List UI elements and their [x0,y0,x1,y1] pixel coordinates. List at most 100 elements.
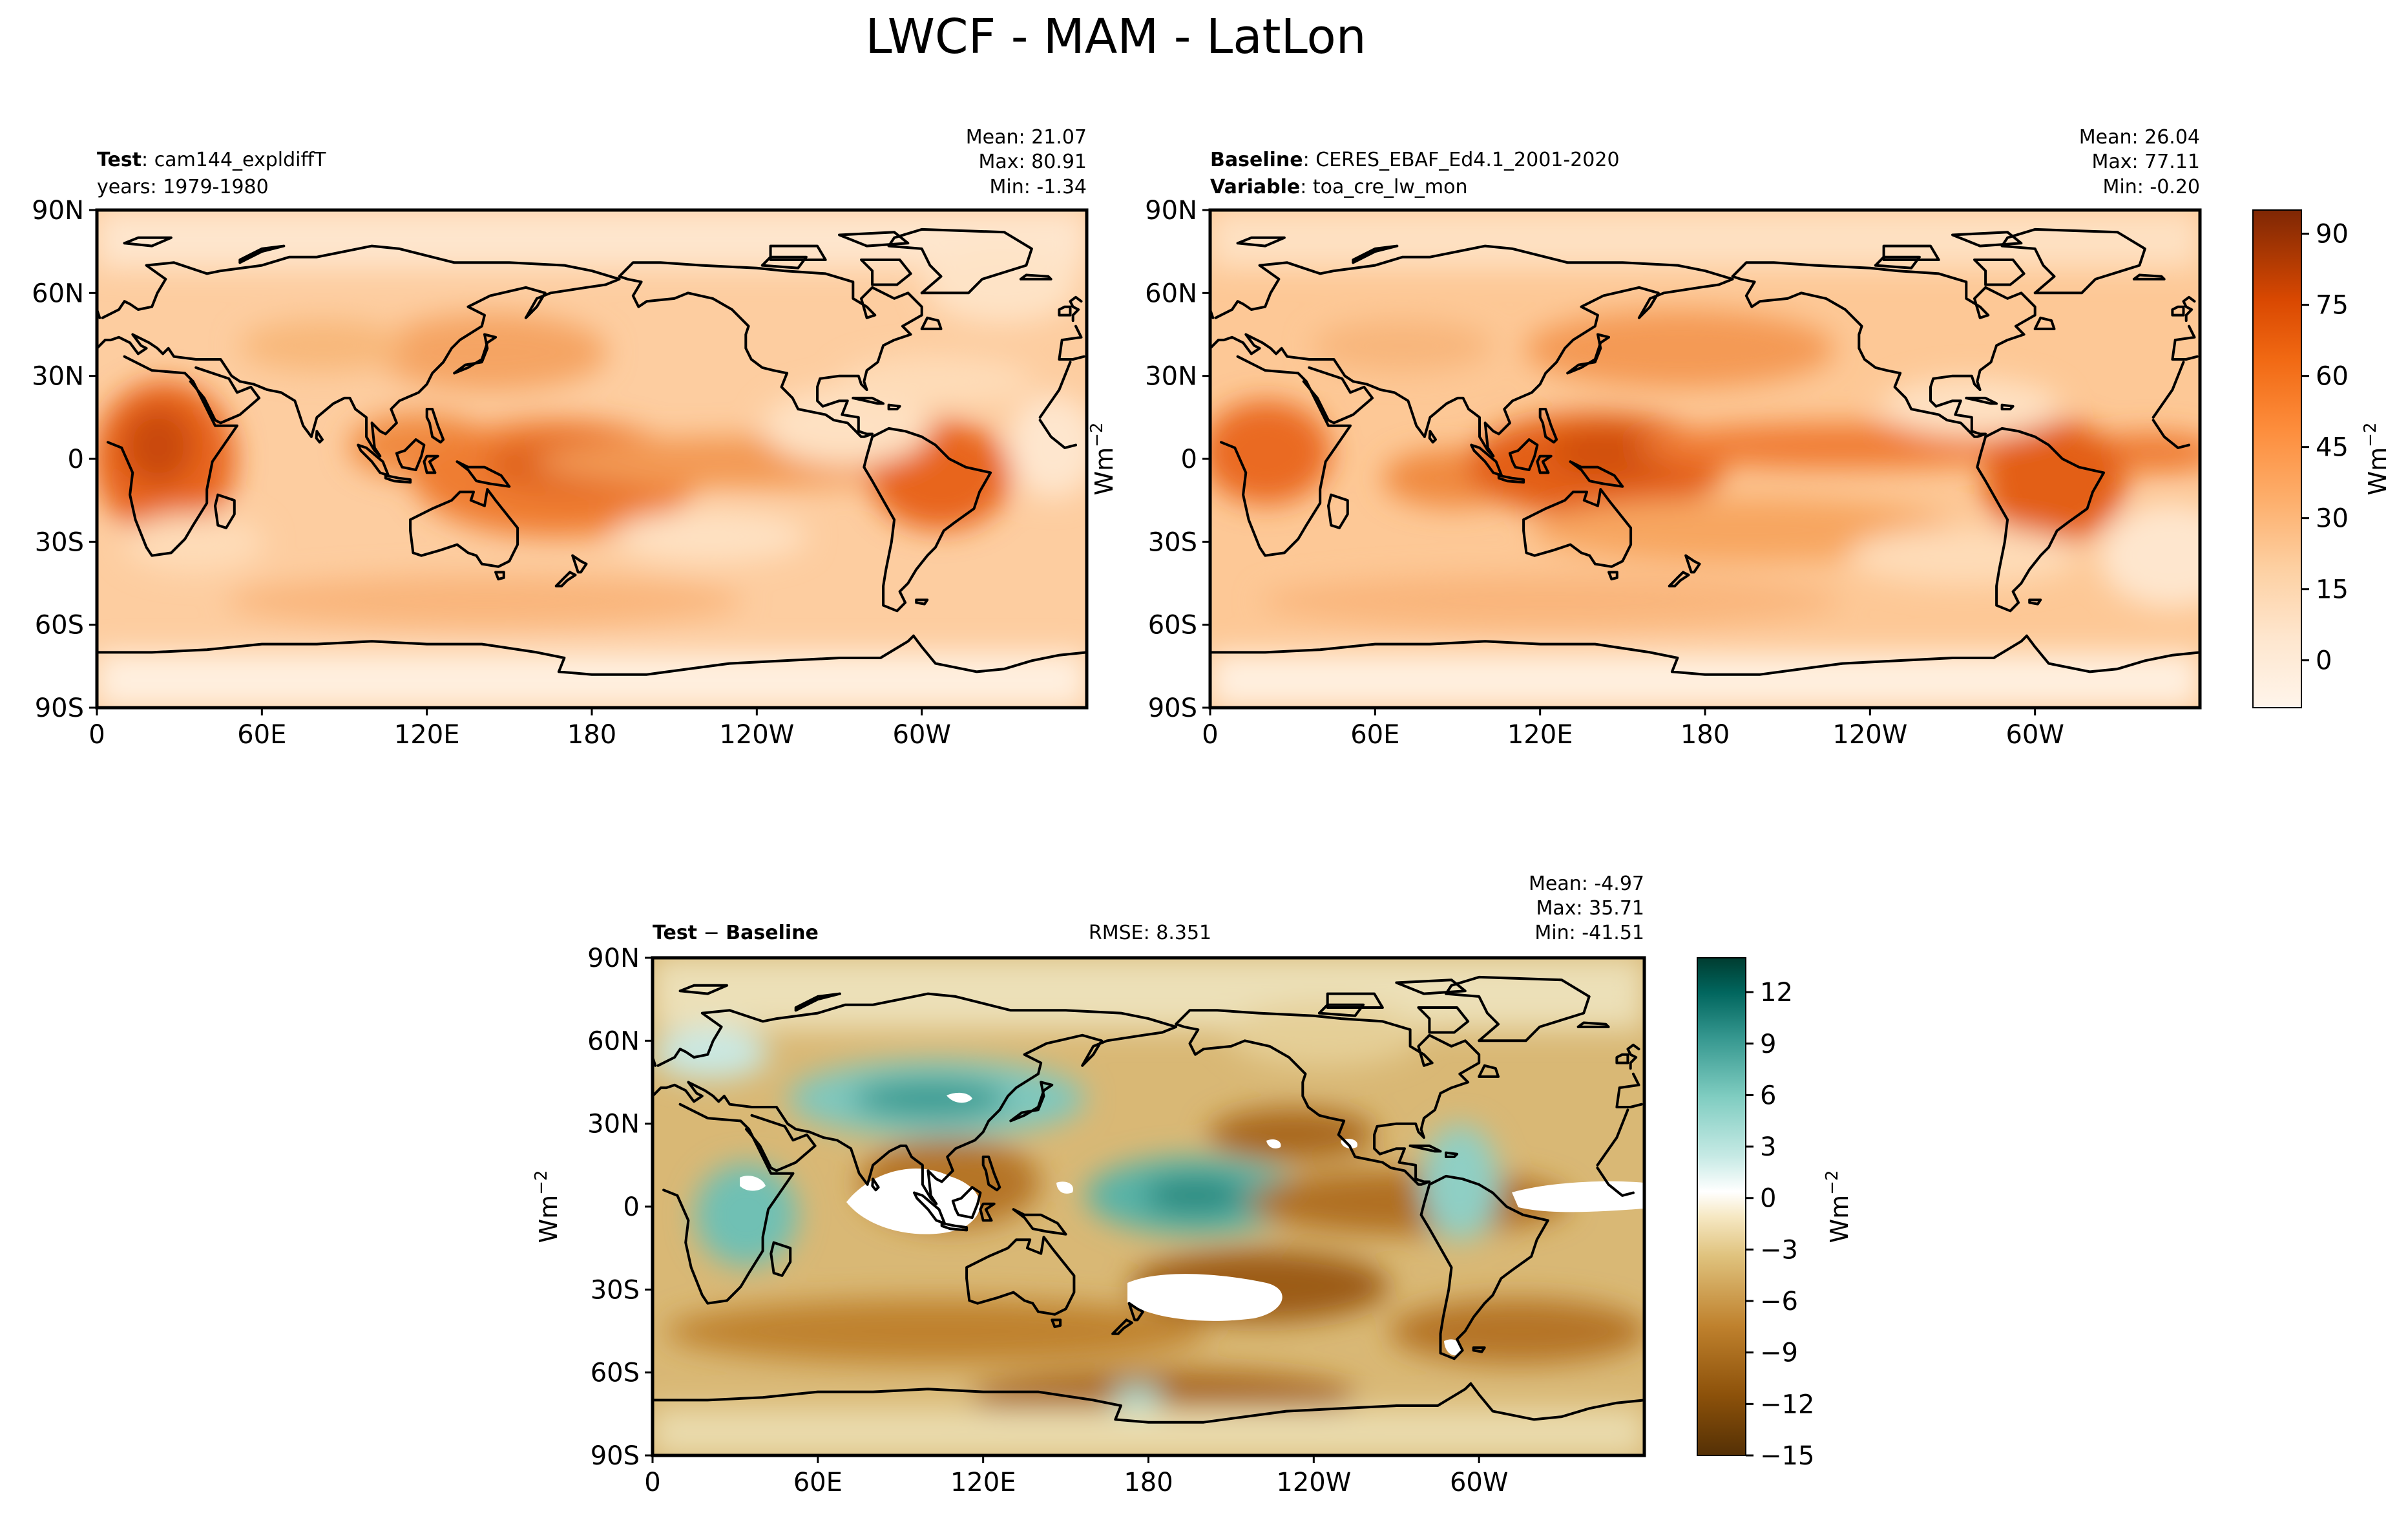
diff-coast-africa [662,1103,1635,1305]
baseline-panel: Baseline: CERES_EBAF_Ed4.1_2001-2020 Var… [1087,126,2202,750]
test-coast-sumatra [357,443,390,477]
test-coast-antarctica [97,634,1087,676]
baseline-lat-tick-label: 30S [1148,527,1197,557]
test-lon-tick-label: 180 [567,720,616,750]
diff-coastlines [653,975,1644,1424]
test-coast-java [384,474,412,484]
test-lat-tick-label: 60S [35,611,84,640]
diff-label-a: Test [653,922,697,944]
test-label-value: cam144_expldiffT [154,149,326,171]
diff-coast-north-america [1175,1009,1481,1186]
baseline-coast-sri-lanka [1428,430,1437,444]
diff-coast-australia [965,1236,1076,1316]
diff-coast-novaya-zemlya [794,992,841,1012]
diff-colorbar-label: Wm−2 [1823,1170,1854,1243]
baseline-coast-ireland [2171,305,2185,317]
baseline-coast-sumatra [1470,443,1503,477]
baseline-coast-australia [1522,488,1633,568]
baseline-coast-iceland [2132,273,2166,280]
baseline-lon-tick-label: 60E [1350,720,1399,750]
test-coast-north-america [618,261,923,438]
baseline-variable: Variable: toa_cre_lw_mon [1210,176,1468,198]
baseline-coast-north-america [1731,261,2036,438]
diff-coast-madagascar [770,1241,792,1277]
baseline-max: Max: 77.11 [2091,151,2200,173]
test-coast-hispaniola [887,403,901,410]
diff-colorbar-tick-label: 12 [1760,978,1793,1008]
test-coast-new-guinea [455,460,511,488]
diff-lat-tick-label: 90N [587,944,640,973]
test-lon-tick-label: 60W [892,720,950,750]
baseline-lon-tick-label: 120W [1832,720,1907,750]
baseline-coast-sulawesi [1536,454,1553,474]
diff-lon-tick-label: 120E [950,1468,1016,1497]
diff-coast-falklands [1472,1346,1486,1353]
test-coast-borneo [395,438,426,472]
test-panel: Test: cam144_expldiffT years: 1979-1980 … [32,126,1089,750]
top-colorbar-tick-label: 60 [2316,362,2349,392]
diff-coast-arabia [745,1114,817,1172]
test-lon-tick-label: 0 [89,720,105,750]
baseline-variable-sep: : [1300,176,1313,198]
diff-lon-tick-label: 60W [1450,1468,1508,1497]
test-coast-greenland [887,227,1033,295]
baseline-coast-baffin [1973,259,2026,286]
baseline-ylabel: Wm−2 [1087,423,1118,496]
top-colorbar-label-exp: −2 [2361,423,2380,447]
test-coast-nz-south [554,571,577,587]
test-coast-europe-asia [97,244,1085,458]
test-coast-australia [409,488,519,568]
baseline-coast-java [1497,474,1525,484]
test-lat-tick-label: 60N [32,279,84,308]
diff-coast-europe-asia [653,992,1643,1205]
baseline-ylabel-text: Wm [1090,447,1118,496]
diff-coast-sumatra [913,1191,946,1225]
diff-colorbar-label-text: Wm [1825,1195,1854,1243]
top-colorbar-label-text: Wm [2363,447,2392,496]
baseline-coast-philippines [1538,408,1558,444]
baseline-mean: Mean: 26.04 [2079,126,2200,149]
diff-ylabel: Wm−2 [532,1170,563,1243]
test-max: Max: 80.91 [978,151,1087,173]
test-lon-tick-label: 120E [394,720,460,750]
diff-lon-tick-label: 0 [644,1468,660,1497]
baseline-variable-value: toa_cre_lw_mon [1313,176,1468,198]
test-lat-tick-label: 90S [35,693,84,723]
test-coast-sulawesi [423,454,439,474]
diff-coast-tasmania [1051,1318,1062,1329]
diff-coast-antarctica [653,1382,1644,1424]
top-colorbar-ticks: 90 75 60 45 30 15 0 [2301,220,2349,676]
test-coast-arctic-isles [769,244,827,261]
test-lon-tick-label: 60E [237,720,286,750]
test-years: years: 1979-1980 [97,176,269,198]
baseline-coast-borneo [1508,438,1539,472]
test-coast-madagascar [214,493,236,529]
baseline-coast-africa [1220,355,2190,557]
diff-label-minus: − [697,922,726,944]
diff-coast-nz-north [1127,1302,1144,1322]
diff-lat-tick-label: 60N [587,1026,640,1056]
diff-coast-borneo [951,1186,982,1220]
diff-colorbar-tick-label: −12 [1760,1390,1814,1419]
baseline-coast-cuba [1965,396,1998,405]
baseline-lon-tick-label: 180 [1680,720,1730,750]
baseline-coast-victoria-island [1874,255,1921,270]
diff-coast-java [940,1221,968,1232]
top-colorbar: 90 75 60 45 30 15 0 Wm−2 [2252,209,2392,708]
top-colorbar-fill [2252,209,2302,708]
baseline-lat-tick-label: 0 [1181,445,1197,474]
diff-colorbar-tick-label: 3 [1760,1132,1776,1162]
diff-lon-tick-label: 120W [1276,1468,1351,1497]
diff-coast-philippines [981,1156,1001,1192]
baseline-coast-hispaniola [2000,403,2015,410]
diff-coast-japan [1009,1081,1054,1123]
baseline-variable-bold: Variable [1210,176,1300,198]
test-coastlines [97,227,1087,676]
baseline-coast-madagascar [1327,493,1349,529]
baseline-coast-arabia [1302,366,1374,425]
top-colorbar-label: Wm−2 [2361,423,2392,496]
diff-rmse: RMSE: 8.351 [1089,922,1211,944]
top-colorbar-tick-label: 45 [2316,433,2349,463]
